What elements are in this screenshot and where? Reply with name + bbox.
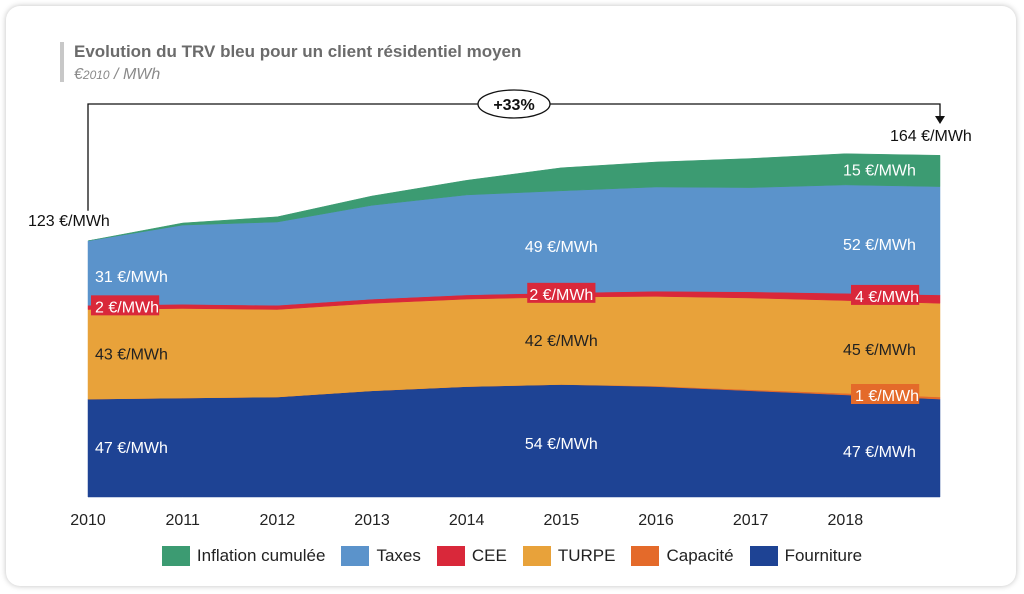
legend-item-capacite: Capacité — [631, 546, 734, 566]
x-tick-label: 2017 — [733, 512, 769, 529]
legend-label: Taxes — [376, 546, 421, 565]
x-tick-label: 2011 — [165, 512, 200, 529]
growth-bracket-arrowhead — [935, 116, 945, 124]
area-taxes — [87, 184, 941, 306]
label-cee-end-box — [851, 284, 920, 305]
label-turpe-start: 43 €/MWh — [95, 346, 168, 363]
growth-badge — [477, 89, 551, 119]
label-fourniture-end: 47 €/MWh — [843, 444, 916, 461]
start-total-label: 123 €/MWh — [28, 213, 110, 230]
chart-title: Evolution du TRV bleu pour un client rés… — [74, 42, 522, 61]
area-inflation-cumulee — [87, 153, 941, 242]
label-inflation-end: 15 €/MWh — [843, 163, 916, 180]
label-turpe-end: 45 €/MWh — [843, 342, 916, 359]
x-tick-label: 2018 — [828, 512, 864, 529]
legend-swatch — [436, 546, 465, 566]
x-tick-label: 2014 — [449, 512, 485, 529]
legend-swatch — [749, 546, 778, 566]
chart-subtitle: €2010 / MWh — [74, 66, 160, 84]
label-turpe-2015: 42 €/MWh — [525, 333, 598, 350]
label-fourniture-2015: 54 €/MWh — [525, 436, 598, 453]
subtitle-suffix: / MWh — [109, 66, 161, 83]
label-cee-start-box — [91, 295, 160, 316]
legend-label: CEE — [471, 546, 507, 565]
label-taxes-start: 31 €/MWh — [95, 269, 168, 286]
label-taxes-end: 52 €/MWh — [843, 237, 916, 254]
legend-item-inflation-cumulee: Inflation cumulée — [161, 546, 326, 566]
legend-swatch — [631, 546, 660, 566]
x-tick-label: 2015 — [544, 512, 580, 529]
subtitle-prefix: € — [74, 66, 83, 83]
legend-item-turpe: TURPE — [522, 546, 616, 566]
legend-label: TURPE — [557, 546, 616, 565]
legend-swatch — [161, 546, 190, 566]
legend-label: Inflation cumulée — [196, 546, 326, 565]
legend-label: Capacité — [666, 546, 734, 565]
legend-item-fourniture: Fourniture — [749, 546, 863, 566]
label-fourniture-start: 47 €/MWh — [95, 440, 168, 457]
label-taxes-2015: 49 €/MWh — [525, 239, 598, 256]
growth-badge-label: +33% — [493, 97, 534, 114]
legend-item-cee: CEE — [436, 546, 507, 566]
label-cee-start: 2 €/MWh — [95, 299, 159, 316]
legend-label: Fourniture — [784, 546, 863, 565]
legend-swatch — [341, 546, 370, 566]
label-cee-2015: 2 €/MWh — [529, 287, 593, 304]
x-tick-label: 2012 — [260, 512, 296, 529]
end-total-label: 164 €/MWh — [890, 128, 972, 145]
subtitle-year: 2010 — [82, 68, 110, 82]
legend: Inflation cumulée Taxes CEE TURPE Capacité Fo… — [0, 546, 1024, 566]
area-fourniture — [87, 384, 941, 498]
label-cee-2015-box — [527, 282, 596, 303]
x-tick-label: 2013 — [354, 512, 390, 529]
label-cee-end: 4 €/MWh — [855, 289, 919, 306]
legend-item-taxes: Taxes — [341, 546, 421, 566]
x-tick-label: 2010 — [70, 512, 106, 529]
area-turpe — [87, 296, 941, 400]
label-capacite-end: 1 €/MWh — [855, 388, 919, 405]
legend-swatch — [522, 546, 551, 566]
title-accent-bar — [60, 42, 64, 82]
x-tick-label: 2016 — [638, 512, 674, 529]
label-capacite-end-box — [851, 384, 920, 404]
